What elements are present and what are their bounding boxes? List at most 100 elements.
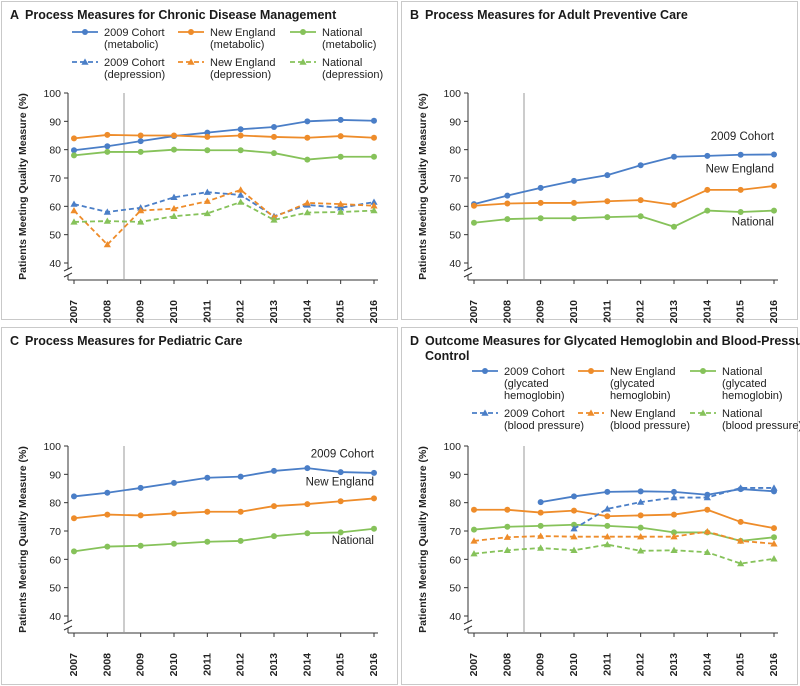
data-point xyxy=(171,132,177,139)
data-point xyxy=(304,501,311,508)
y-tick-label: 90 xyxy=(449,469,461,481)
data-point xyxy=(671,223,677,230)
panel-letter: C xyxy=(10,334,19,348)
data-point xyxy=(137,512,144,519)
legend-label: 2009 Cohort xyxy=(104,27,165,39)
data-point xyxy=(571,521,577,528)
x-tick-label: 2011 xyxy=(601,300,613,323)
y-axis-break-mark xyxy=(63,619,73,625)
data-point xyxy=(203,188,211,195)
data-point xyxy=(371,525,377,532)
legend-swatch-marker xyxy=(699,409,707,416)
data-point xyxy=(504,506,511,513)
data-point xyxy=(471,219,477,226)
legend-label: (glycated xyxy=(610,378,655,390)
y-axis-label: Patients Meeting Quality Measure (%) xyxy=(17,446,29,633)
series-line xyxy=(473,185,775,207)
data-point xyxy=(237,147,244,154)
x-tick-label: 2007 xyxy=(68,300,80,324)
x-tick-label: 2008 xyxy=(501,653,513,677)
data-point xyxy=(103,208,111,215)
data-point xyxy=(771,151,777,158)
data-point xyxy=(571,215,577,222)
x-tick-label: 2011 xyxy=(201,653,213,676)
y-tick-label: 80 xyxy=(449,145,461,157)
data-point xyxy=(71,493,77,500)
data-point xyxy=(171,146,177,153)
y-tick-label: 40 xyxy=(49,258,61,270)
data-point xyxy=(171,479,177,486)
legend-swatch-marker xyxy=(588,368,594,374)
x-tick-label: 2009 xyxy=(535,653,547,677)
data-point xyxy=(371,134,377,141)
series-2 xyxy=(471,207,777,230)
data-point xyxy=(637,524,644,531)
series-1 xyxy=(471,182,777,209)
series-2 xyxy=(71,146,377,163)
data-point xyxy=(704,152,711,159)
data-point xyxy=(671,511,677,518)
x-tick-label: 2016 xyxy=(768,300,780,324)
series-1 xyxy=(71,495,377,522)
y-tick-label: 50 xyxy=(449,230,461,242)
legend-swatch-marker xyxy=(188,29,194,35)
x-tick-label: 2012 xyxy=(635,653,647,677)
data-point xyxy=(304,156,311,163)
series-line xyxy=(473,209,775,228)
panel-b-frame xyxy=(401,1,798,320)
data-point xyxy=(637,488,644,495)
y-tick-label: 100 xyxy=(443,441,461,453)
data-point xyxy=(237,132,244,139)
data-point xyxy=(771,534,777,541)
data-point xyxy=(204,538,211,545)
data-point xyxy=(204,508,211,515)
data-point xyxy=(770,484,778,491)
series-line xyxy=(73,191,375,218)
x-tick-label: 2007 xyxy=(68,653,80,677)
y-axis-label: Patients Meeting Quality Measure (%) xyxy=(17,93,29,280)
data-point xyxy=(137,138,144,145)
data-point xyxy=(537,509,544,516)
data-point xyxy=(704,506,711,513)
data-point xyxy=(570,546,578,553)
data-point xyxy=(537,522,544,529)
x-tick-label: 2015 xyxy=(735,653,747,677)
data-point xyxy=(204,129,211,136)
data-point xyxy=(370,202,378,209)
data-point xyxy=(604,488,611,495)
data-point xyxy=(337,469,344,476)
data-point xyxy=(71,135,77,142)
x-tick-label: 2014 xyxy=(301,653,313,677)
y-tick-label: 80 xyxy=(49,498,61,510)
panel-title-line: Outcome Measures for Glycated Hemoglobin… xyxy=(425,334,800,348)
data-point xyxy=(137,206,145,214)
data-point xyxy=(303,208,311,216)
legend-label: National xyxy=(722,366,762,378)
legend-label: New England xyxy=(210,57,275,69)
data-point xyxy=(271,467,277,474)
data-point xyxy=(204,147,211,154)
legend-swatch-marker xyxy=(82,29,88,35)
panel-letter: B xyxy=(410,8,419,22)
legend-label: (metabolic) xyxy=(104,39,158,51)
y-tick-label: 40 xyxy=(449,611,461,623)
x-tick-label: 2013 xyxy=(268,653,280,677)
data-point xyxy=(604,513,611,520)
legend-label: 2009 Cohort xyxy=(104,57,165,69)
data-point xyxy=(271,124,277,130)
y-tick-label: 40 xyxy=(49,611,61,623)
legend-item: New England(metabolic) xyxy=(178,27,275,51)
data-point xyxy=(471,526,477,533)
legend-swatch-marker xyxy=(187,58,195,65)
data-point xyxy=(103,217,111,224)
legend-label: (blood pressure) xyxy=(610,420,690,432)
y-axis-break-mark xyxy=(463,272,473,278)
data-point xyxy=(537,532,545,539)
data-point xyxy=(70,206,78,214)
data-point xyxy=(271,133,277,140)
data-point xyxy=(637,512,644,519)
x-tick-label: 2008 xyxy=(101,653,113,677)
data-point xyxy=(603,505,611,512)
data-point xyxy=(571,493,577,500)
y-tick-label: 90 xyxy=(49,116,61,128)
